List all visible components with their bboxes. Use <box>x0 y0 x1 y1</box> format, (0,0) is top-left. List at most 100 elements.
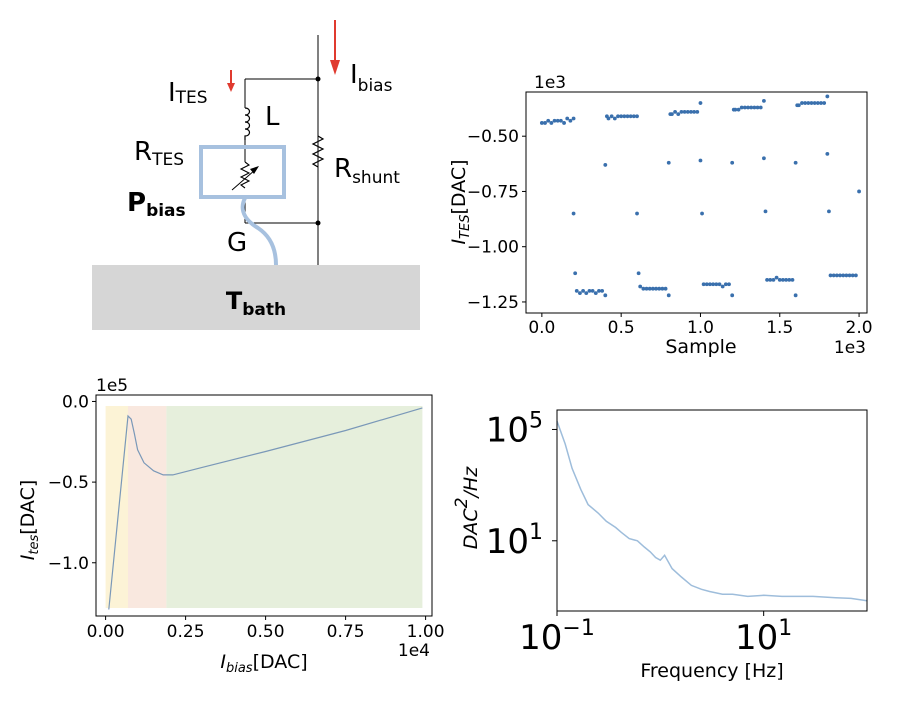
y-tick-label: 105 <box>486 408 543 450</box>
scatter-point <box>695 109 700 114</box>
scatter-point <box>700 211 704 216</box>
scatter-point <box>746 105 750 110</box>
y-tick-label: −0.75 <box>467 182 519 202</box>
i-tes-arrow-head <box>227 83 235 92</box>
scatter-point <box>762 156 766 161</box>
scatter-point <box>571 211 576 216</box>
scatter-point <box>636 271 641 276</box>
scatter-point <box>663 286 668 291</box>
scatter-point <box>635 114 639 119</box>
thermal-link <box>240 197 278 266</box>
scatter-point <box>815 101 820 105</box>
region-band <box>166 406 423 608</box>
scatter-point <box>825 151 830 156</box>
scatter-point <box>638 284 643 289</box>
scatter-point <box>692 109 697 114</box>
x-tick-label: 2.0 <box>846 318 873 338</box>
scatter-point <box>847 273 852 278</box>
psd-chart: 10−1 101 101 105 Frequency [Hz] DAC2/Hz <box>452 408 868 682</box>
x-tick-label: 101 <box>735 616 792 658</box>
scatter-point <box>723 282 728 287</box>
scatter-point <box>793 293 798 298</box>
scatter-point <box>717 282 722 287</box>
scatter-point <box>622 114 627 119</box>
scatter-y-label: ITES[DAC] <box>448 159 473 244</box>
y-tick-label: −1.00 <box>467 238 519 258</box>
inductor-icon <box>244 107 251 140</box>
scatter-point <box>673 109 677 114</box>
iv-axes-frame <box>95 394 433 617</box>
l-label: L <box>265 102 280 132</box>
variable-arrow <box>231 169 256 191</box>
scatter-point <box>822 101 827 105</box>
variable-resistor-icon <box>239 161 251 189</box>
junction-bottom <box>315 220 321 226</box>
scatter-point <box>628 114 633 119</box>
x-tick-label: 0.75 <box>327 622 365 642</box>
scatter-point <box>698 101 703 105</box>
p-bias-label: Pbias <box>127 188 186 221</box>
scatter-points <box>539 94 861 298</box>
scatter-point <box>755 105 760 110</box>
scatter-point <box>736 107 741 112</box>
scatter-point <box>857 189 861 194</box>
variable-arrow-head <box>250 166 259 174</box>
scatter-x-offset: 1e3 <box>834 338 866 358</box>
scatter-point <box>714 282 719 287</box>
scatter-point <box>590 289 595 293</box>
iv-y-offset: 1e5 <box>96 376 128 396</box>
scatter-point <box>616 114 620 119</box>
scatter-point <box>549 121 554 125</box>
psd-line <box>556 420 868 602</box>
scatter-point <box>781 277 785 282</box>
scatter-point <box>625 114 630 119</box>
scatter-point <box>784 277 789 282</box>
scatter-point <box>603 293 608 298</box>
y-tick-label: 0.0 <box>62 392 89 412</box>
scatter-point <box>641 286 646 291</box>
scatter-point <box>828 273 833 278</box>
iv-curve-chart: 0.00 0.25 0.50 0.75 1.00 0.0 −0.5 −1.0 1e5 1e4… <box>17 376 445 676</box>
scatter-point <box>679 109 684 114</box>
scatter-point <box>571 116 576 121</box>
x-tick-label: 0.5 <box>608 318 635 338</box>
scatter-point <box>597 289 601 293</box>
scatter-point <box>701 282 706 287</box>
scatter-point <box>558 118 563 123</box>
scatter-point <box>768 277 773 282</box>
scatter-point <box>742 105 747 110</box>
scatter-point <box>749 105 754 110</box>
junction-top <box>315 76 321 82</box>
tes-box <box>199 145 286 199</box>
scatter-point <box>790 277 795 282</box>
scatter-point <box>800 101 804 105</box>
scatter-point <box>666 293 671 298</box>
scatter-point <box>635 211 639 216</box>
scatter-point <box>698 158 703 163</box>
region-band <box>105 406 128 608</box>
scatter-point <box>619 114 624 119</box>
scatter-point <box>609 114 614 119</box>
scatter-point <box>733 107 738 112</box>
x-tick-label: 0.25 <box>167 622 205 642</box>
scatter-point <box>827 209 831 214</box>
x-tick-label: 0.50 <box>247 622 285 642</box>
shunt-resistor-icon <box>311 135 325 168</box>
scatter-point <box>574 289 579 293</box>
y-tick-label: −0.50 <box>467 127 519 147</box>
scatter-point <box>603 163 608 167</box>
scatter-point <box>689 109 693 114</box>
r-tes-label: RTES <box>134 137 184 170</box>
scatter-point <box>711 282 716 287</box>
scatter-point <box>539 121 544 125</box>
scatter-y-offset: 1e3 <box>534 73 566 93</box>
scatter-point <box>834 273 839 278</box>
i-bias-arrow-head <box>330 60 340 75</box>
scatter-point <box>644 286 649 291</box>
scatter-point <box>825 94 830 99</box>
scatter-point <box>771 277 776 282</box>
scatter-point <box>565 116 570 121</box>
psd-x-label: Frequency [Hz] <box>640 660 783 682</box>
scatter-point <box>600 289 605 293</box>
scatter-point <box>841 273 846 278</box>
